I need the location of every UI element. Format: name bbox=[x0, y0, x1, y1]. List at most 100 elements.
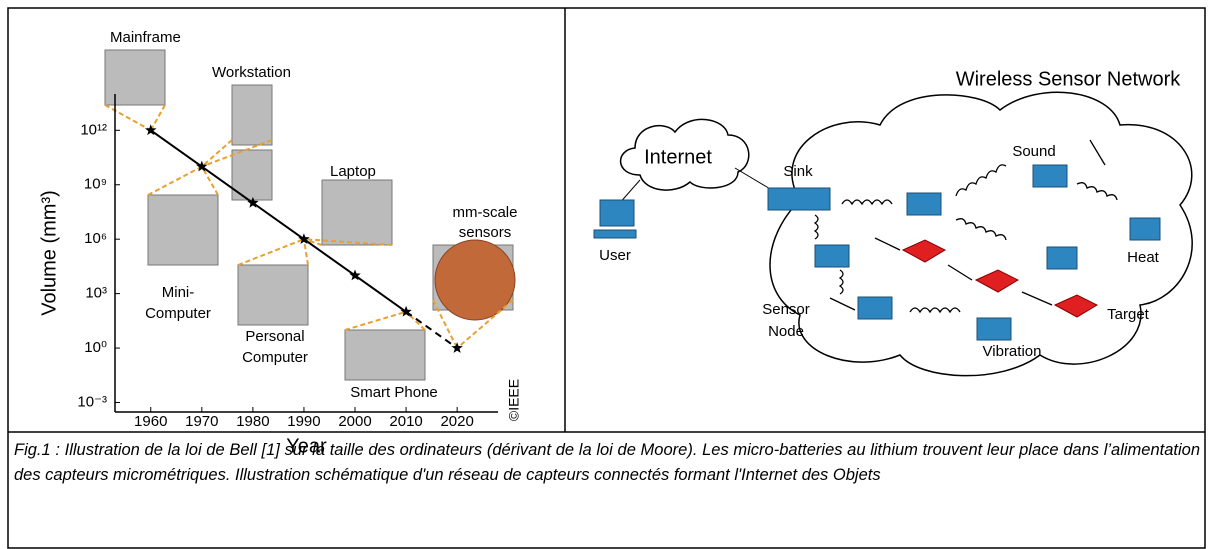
x-tick-label: 1980 bbox=[236, 413, 269, 430]
y-tick-label: 10⁰ bbox=[84, 339, 107, 356]
arrow bbox=[829, 297, 856, 311]
annotation: Mini- bbox=[162, 284, 195, 301]
y-tick-label: 10⁶ bbox=[84, 230, 107, 247]
sensor-node bbox=[814, 244, 850, 268]
signal bbox=[1076, 182, 1118, 201]
sensor-node bbox=[976, 317, 1012, 341]
internet-label: Internet bbox=[644, 146, 712, 168]
heat-label: Heat bbox=[1127, 249, 1160, 266]
sensor-node bbox=[1032, 164, 1068, 188]
internet-cloud bbox=[619, 118, 750, 191]
connector bbox=[200, 166, 219, 196]
picture bbox=[147, 194, 219, 266]
sensor-node bbox=[1046, 246, 1078, 270]
x-tick-label: 1960 bbox=[134, 413, 167, 430]
y-tick-label: 10⁻³ bbox=[77, 393, 107, 410]
x-tick-label: 2000 bbox=[338, 413, 371, 430]
connector bbox=[201, 139, 233, 168]
y-tick-label: 10¹² bbox=[80, 121, 107, 138]
connector bbox=[237, 238, 305, 266]
sensor-nodes bbox=[814, 164, 1161, 341]
x-tick-label: 1990 bbox=[287, 413, 320, 430]
x-axis-label: Year bbox=[286, 435, 327, 457]
y-axis-label: Volume (mm³) bbox=[38, 190, 60, 316]
annotation: Computer bbox=[145, 305, 211, 322]
connector bbox=[303, 238, 323, 246]
data-point bbox=[247, 196, 259, 208]
annotation: Computer bbox=[242, 349, 308, 366]
signal bbox=[955, 218, 1007, 241]
sink-node bbox=[767, 187, 831, 211]
picture bbox=[237, 264, 309, 326]
signal bbox=[841, 199, 893, 206]
connector bbox=[344, 310, 407, 331]
target bbox=[974, 269, 1020, 293]
connector bbox=[147, 165, 203, 196]
x-tick-label: 2010 bbox=[389, 413, 422, 430]
target bbox=[1053, 294, 1099, 318]
annotation: Workstation bbox=[212, 64, 291, 81]
arrow bbox=[1089, 139, 1106, 166]
user-label: User bbox=[599, 247, 631, 264]
x-tick-label: 2020 bbox=[440, 413, 473, 430]
sensor-node bbox=[857, 296, 893, 320]
wsn-title: Wireless Sensor Network bbox=[956, 68, 1182, 90]
penny bbox=[434, 239, 516, 321]
sound-label: Sound bbox=[1012, 143, 1055, 160]
connector bbox=[201, 139, 273, 168]
x-tick-label: 1970 bbox=[185, 413, 218, 430]
annotation: sensors bbox=[459, 224, 512, 241]
y-tick-label: 10³ bbox=[85, 285, 107, 302]
connector bbox=[456, 299, 514, 349]
signal bbox=[813, 214, 819, 240]
projected-line bbox=[405, 310, 458, 349]
annotation: Mainframe bbox=[110, 29, 181, 46]
sensor-node bbox=[1129, 217, 1161, 241]
sensor-node-label: Sensor bbox=[762, 301, 810, 318]
target bbox=[901, 239, 947, 263]
frame bbox=[7, 7, 1206, 549]
annotation: Smart Phone bbox=[350, 384, 438, 401]
arrow bbox=[874, 237, 901, 251]
sink-label: Sink bbox=[783, 163, 813, 180]
data-point bbox=[145, 124, 157, 136]
signal bbox=[838, 269, 844, 295]
picture bbox=[231, 84, 273, 146]
signals bbox=[813, 164, 1118, 314]
picture bbox=[321, 179, 393, 246]
bell-chart: 10⁻³ 10⁰ 10³ 10⁶ 10⁹ 10¹² 1960 1970 1980 1990 2000… bbox=[38, 29, 521, 457]
data-point bbox=[349, 269, 361, 281]
picture bbox=[104, 49, 166, 106]
arrow bbox=[947, 264, 973, 281]
arrows bbox=[829, 139, 1106, 311]
picture bbox=[344, 329, 426, 381]
annotation: Laptop bbox=[330, 163, 376, 180]
annotation: mm-scale bbox=[452, 204, 517, 221]
sensor-node bbox=[906, 192, 942, 216]
link bbox=[734, 167, 773, 191]
caption: Fig.1 : Illustration de la loi de Bell [… bbox=[14, 441, 1200, 484]
data-point bbox=[451, 342, 463, 353]
user-computer bbox=[599, 199, 635, 227]
vibration-label: Vibration bbox=[983, 343, 1042, 360]
connector bbox=[432, 299, 459, 349]
target-label: Target bbox=[1107, 306, 1150, 323]
signal bbox=[955, 164, 1007, 197]
annotation: Personal bbox=[245, 328, 304, 345]
data-point bbox=[196, 160, 208, 172]
y-tick-label: 10⁹ bbox=[84, 176, 107, 193]
connector bbox=[302, 239, 309, 266]
user-keyboard bbox=[593, 229, 637, 239]
signal bbox=[909, 307, 961, 314]
trend-line bbox=[150, 129, 407, 313]
data-point bbox=[298, 233, 310, 244]
connector bbox=[405, 311, 426, 331]
sensor-node-label: Node bbox=[768, 323, 804, 340]
targets bbox=[901, 239, 1099, 318]
connector bbox=[104, 104, 152, 132]
copyright: ©IEEE bbox=[506, 379, 522, 421]
arrow bbox=[1021, 291, 1053, 306]
connector bbox=[303, 238, 393, 246]
